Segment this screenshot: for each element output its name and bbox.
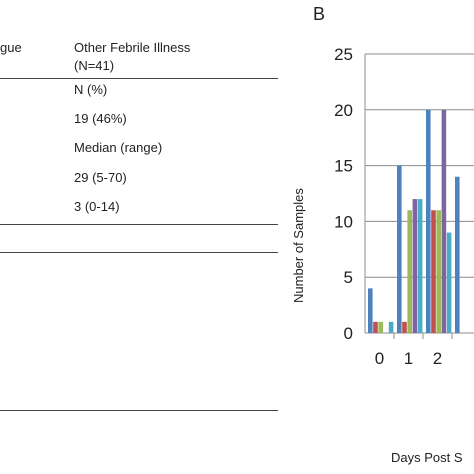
table-rule-bottom (0, 410, 278, 411)
table-panel: gue Other Febrile Illness (N=41) N (%) 1… (0, 40, 278, 411)
bar-chart: 0 5 10 15 20 25 0 1 2 (334, 45, 474, 368)
bar (446, 232, 452, 333)
table-rule-1 (0, 224, 278, 225)
bar (378, 321, 383, 333)
bar (431, 210, 436, 333)
x-tick-label: 0 (375, 349, 384, 368)
table-header-partial: gue (0, 40, 22, 55)
bar (397, 165, 402, 333)
y-tick-label: 10 (334, 212, 353, 231)
table-col-title: Other Febrile Illness (74, 40, 191, 55)
y-tick-label: 25 (334, 45, 353, 64)
x-axis-label: Days Post S (391, 450, 463, 465)
x-tick-label: 1 (404, 349, 413, 368)
bar (426, 109, 431, 333)
table-cell-row-5: 3 (0-14) (74, 199, 120, 214)
bar (373, 321, 378, 333)
bar (368, 288, 373, 333)
bar (417, 199, 423, 333)
table-col-n: (N=41) (74, 58, 115, 73)
y-tick-label: 5 (344, 268, 353, 287)
chart-panel: B Number of Samples Days Post S 0 5 10 15 20… (285, 0, 474, 474)
table-cell-row-2: 19 (46%) (74, 111, 127, 126)
table-cell-row-3: Median (range) (74, 140, 163, 155)
table-cell-row-4: 29 (5-70) (74, 170, 127, 185)
panel-letter: B (313, 4, 326, 24)
bar (412, 199, 418, 333)
y-tick-label: 20 (334, 101, 353, 120)
bar (455, 176, 460, 333)
bar (407, 210, 412, 333)
bar (441, 109, 447, 333)
table-cell-row-1: N (%) (74, 82, 108, 97)
bar (402, 321, 407, 333)
y-tick-label: 0 (344, 324, 353, 343)
x-tick-label: 2 (433, 349, 442, 368)
table-rule-2 (0, 252, 278, 253)
bar (436, 210, 441, 333)
bar (388, 321, 394, 333)
y-tick-label: 15 (334, 157, 353, 176)
table-rule-top (0, 78, 278, 79)
